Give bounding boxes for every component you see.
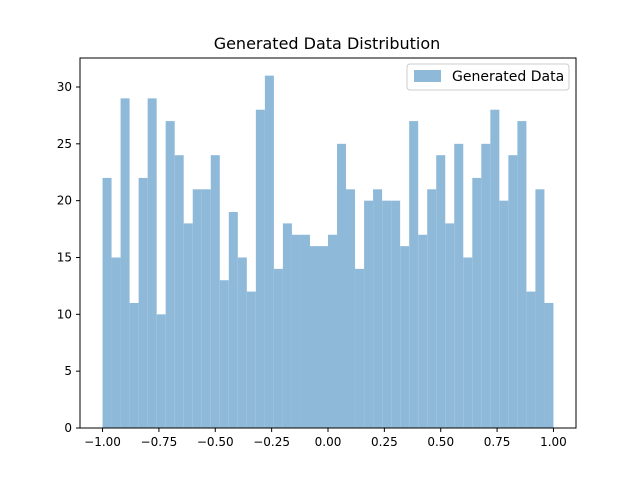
x-tick-label: 1.00 [540,435,567,449]
x-tick-label: 0.25 [371,435,398,449]
histogram-bar [291,234,301,428]
x-tick-label: 0.75 [484,435,511,449]
histogram-bar [264,75,274,428]
plot-frame [79,57,577,429]
histogram-bar [427,189,437,428]
histogram-bar [138,177,148,428]
histogram-bar [210,155,220,428]
x-tick-label: −0.50 [197,435,234,449]
histogram-bar [174,155,184,428]
y-tick-label: 25 [57,137,72,151]
y-tick-label: 15 [57,250,72,264]
histogram-bar [544,302,554,428]
y-tick-label: 10 [57,307,72,321]
bars-group [102,75,554,428]
x-tick-label: −1.00 [84,435,121,449]
histogram-bar [535,189,545,428]
histogram-bar [526,291,536,428]
histogram-bar [282,223,292,428]
histogram-bar [454,143,464,428]
histogram-bar [246,291,256,428]
legend-swatch [414,70,441,82]
x-axis: −1.00 −0.75 −0.50 −0.25 0.00 0.25 0.50 0.75 1.00 [84,428,567,449]
histogram-bar [129,302,139,428]
y-tick-label: 5 [64,364,72,378]
histogram-bar [346,189,356,428]
histogram-bar [273,268,283,428]
histogram-bar [391,200,401,428]
x-tick-label: 0.00 [315,435,342,449]
histogram-bar [156,314,166,428]
histogram-bar [237,257,247,428]
histogram-bar [201,189,211,428]
histogram-bar [255,109,265,428]
histogram-bar [337,143,347,428]
histogram-bar [436,155,446,428]
histogram-bar [318,246,328,428]
histogram-bar [382,200,392,428]
histogram-bar [490,109,500,428]
histogram-bar [373,189,383,428]
y-axis: 0 5 10 15 20 25 30 [57,80,80,435]
histogram-bar [400,246,410,428]
histogram-bar [192,189,202,428]
y-tick-label: 0 [64,421,72,435]
histogram-bar [472,177,482,428]
legend-box [406,63,570,91]
histogram-bar [300,234,310,428]
histogram-bar [219,280,229,428]
legend: Generated Data [406,63,570,91]
y-tick-label: 30 [57,80,72,94]
x-tick-label: −0.25 [253,435,290,449]
x-tick-label: −0.75 [141,435,178,449]
histogram-bar [481,143,491,428]
histogram-bar [309,246,319,428]
histogram-bar [445,223,455,428]
legend-label: Generated Data [452,69,564,85]
histogram-bar [355,268,365,428]
histogram-bar [102,177,112,428]
histogram-bar [228,212,238,428]
histogram-bar [499,200,509,428]
chart-title: Generated Data Distribution [214,34,441,53]
y-tick-label: 20 [57,194,72,208]
histogram-bar [463,257,473,428]
histogram-bar [409,121,419,428]
histogram-bar [120,98,130,428]
histogram-bar [517,121,527,428]
histogram-bar [165,121,175,428]
histogram-bar [418,234,428,428]
histogram-bar [147,98,157,428]
histogram-bar [508,155,518,428]
histogram-bar [111,257,121,428]
histogram-bar [328,234,338,428]
x-tick-label: 0.50 [427,435,454,449]
histogram-bar [364,200,374,428]
histogram-bar [183,223,193,428]
